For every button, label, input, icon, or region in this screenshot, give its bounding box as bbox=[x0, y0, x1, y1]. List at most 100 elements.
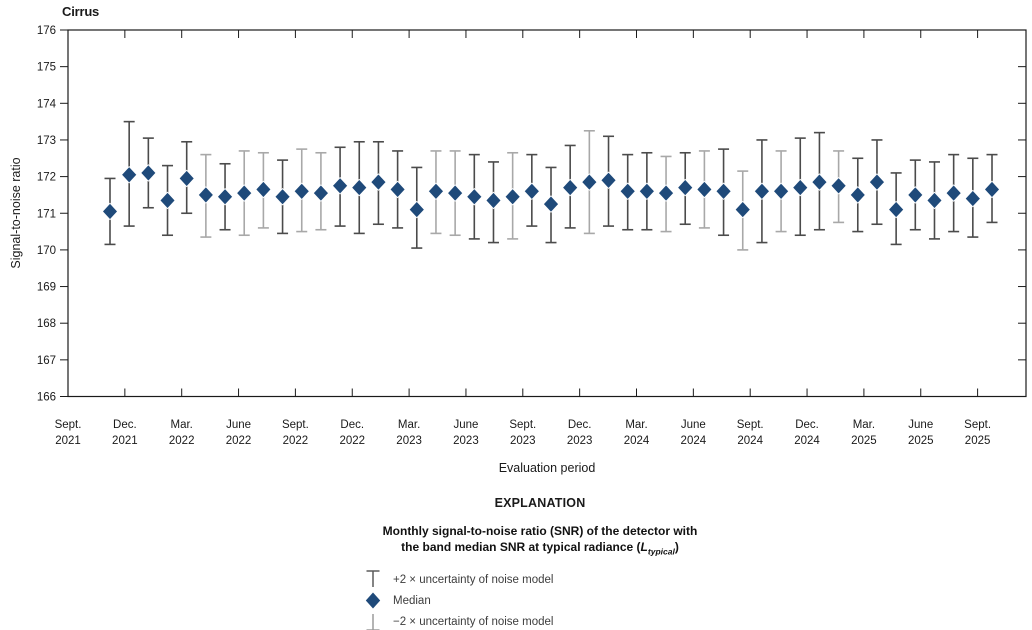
median-diamond bbox=[581, 173, 598, 191]
median-diamond bbox=[792, 178, 809, 197]
x-tick-label-month: Mar. bbox=[171, 419, 193, 431]
y-tick-label: 175 bbox=[37, 62, 56, 74]
median-diamond bbox=[868, 173, 886, 191]
x-tick-label-month: Dec. bbox=[568, 419, 592, 431]
median-diamond bbox=[121, 165, 138, 184]
median-diamond bbox=[197, 186, 215, 204]
x-tick-label-month: Sept. bbox=[55, 419, 82, 431]
median-diamond bbox=[753, 182, 771, 201]
x-tick-label-month: Dec. bbox=[795, 419, 819, 431]
x-tick-label-month: Mar. bbox=[853, 419, 875, 431]
median-diamond bbox=[523, 182, 540, 201]
legend-label-upper: +2 × uncertainty of noise model bbox=[393, 573, 554, 586]
x-tick-label-month: June bbox=[453, 419, 478, 431]
x-tick-label-year: 2023 bbox=[510, 435, 536, 447]
median-diamond bbox=[389, 180, 406, 199]
median-diamond bbox=[907, 186, 924, 204]
y-tick-label: 166 bbox=[37, 392, 56, 404]
x-tick-label-month: Dec. bbox=[113, 419, 137, 431]
median-diamond bbox=[408, 200, 425, 219]
median-diamond bbox=[638, 182, 656, 201]
x-tick-label-month: Sept. bbox=[964, 419, 991, 431]
x-tick-label-year: 2024 bbox=[681, 435, 707, 447]
median-diamond bbox=[945, 184, 962, 202]
upper-errorbar-icon bbox=[366, 570, 380, 588]
l-typical-subscript: typical bbox=[647, 546, 675, 557]
legend-item-median: Median bbox=[363, 590, 775, 611]
legend-description-line2-suffix: ) bbox=[674, 540, 679, 554]
x-tick-label-month: Sept. bbox=[282, 419, 309, 431]
median-diamond bbox=[427, 182, 445, 201]
legend-item-upper-uncertainty: +2 × uncertainty of noise model bbox=[363, 569, 775, 590]
chart-title: Cirrus bbox=[62, 4, 100, 19]
median-diamond bbox=[485, 191, 502, 210]
legend-description-line2-prefix: the band median SNR at typical radiance … bbox=[401, 540, 641, 554]
x-tick-label-month: June bbox=[908, 419, 933, 431]
median-diamond bbox=[887, 200, 905, 219]
x-tick-label-year: 2022 bbox=[226, 435, 252, 447]
x-tick-label-year: 2025 bbox=[908, 435, 934, 447]
median-diamond bbox=[772, 182, 790, 201]
median-diamond bbox=[830, 176, 847, 195]
y-tick-label: 174 bbox=[37, 98, 57, 110]
median-diamond-icon bbox=[365, 592, 381, 609]
x-tick-label-year: 2024 bbox=[794, 435, 820, 447]
y-tick-label: 170 bbox=[37, 245, 56, 257]
median-diamond bbox=[101, 202, 119, 221]
median-diamond bbox=[216, 187, 234, 206]
median-diamond bbox=[331, 176, 349, 195]
x-tick-label-month: Sept. bbox=[737, 419, 764, 431]
median-diamond bbox=[446, 184, 464, 202]
median-diamond bbox=[926, 191, 943, 210]
legend-description-line1: Monthly signal-to-noise ratio (SNR) of t… bbox=[382, 524, 698, 538]
x-tick-label-year: 2024 bbox=[624, 435, 650, 447]
legend: +2 × uncertainty of noise model Median −… bbox=[305, 569, 775, 630]
snr-plot-canvas: 166 167 168 169 170 171 172 173 174 175 176 Sept. 20… bbox=[37, 25, 1027, 447]
median-diamond bbox=[178, 169, 195, 188]
x-tick-label-year: 2023 bbox=[453, 435, 479, 447]
y-tick-label: 167 bbox=[37, 355, 56, 367]
x-tick-label-year: 2025 bbox=[851, 435, 877, 447]
median-diamond bbox=[715, 182, 732, 201]
lower-errorbar-icon bbox=[366, 614, 380, 630]
median-diamond bbox=[140, 164, 157, 182]
y-tick-label: 168 bbox=[37, 318, 56, 330]
explanation-panel: EXPLANATION Monthly signal-to-noise rati… bbox=[305, 496, 775, 630]
median-diamond bbox=[466, 187, 483, 206]
median-diamond bbox=[351, 178, 368, 197]
y-tick-label: 171 bbox=[37, 208, 56, 220]
x-tick-label-month: Dec. bbox=[340, 419, 364, 431]
x-tick-label-year: 2023 bbox=[567, 435, 593, 447]
legend-item-lower-uncertainty: −2 × uncertainty of noise model bbox=[363, 611, 775, 630]
median-diamond bbox=[293, 182, 310, 201]
median-diamond bbox=[696, 180, 713, 199]
legend-description-line2: the band median SNR at typical radiance … bbox=[305, 539, 775, 559]
x-axis-title: Evaluation period bbox=[498, 461, 596, 475]
median-diamond bbox=[600, 171, 617, 190]
median-diamond bbox=[677, 178, 694, 197]
x-tick-label-year: 2025 bbox=[965, 435, 991, 447]
x-tick-label-month: Mar. bbox=[398, 419, 420, 431]
median-diamond bbox=[734, 200, 751, 219]
x-tick-label-year: 2021 bbox=[112, 435, 138, 447]
median-diamond bbox=[312, 184, 330, 202]
x-tick-label-year: 2022 bbox=[339, 435, 365, 447]
median-diamond bbox=[657, 184, 675, 202]
x-tick-label-year: 2022 bbox=[169, 435, 195, 447]
median-diamond bbox=[159, 191, 176, 210]
x-tick-label-month: June bbox=[226, 419, 251, 431]
median-diamond bbox=[811, 173, 828, 191]
median-diamond bbox=[964, 189, 981, 208]
median-diamond bbox=[370, 173, 387, 191]
x-tick-label-year: 2023 bbox=[396, 435, 422, 447]
x-tick-label-month: Mar. bbox=[625, 419, 647, 431]
y-tick-label: 172 bbox=[37, 172, 56, 184]
y-tick-label: 169 bbox=[37, 282, 56, 294]
median-diamond bbox=[274, 187, 291, 206]
x-tick-label-year: 2024 bbox=[737, 435, 763, 447]
median-diamond bbox=[542, 195, 560, 213]
legend-label-median: Median bbox=[393, 594, 431, 607]
plot-frame bbox=[67, 29, 1027, 398]
x-tick-label-year: 2022 bbox=[283, 435, 309, 447]
